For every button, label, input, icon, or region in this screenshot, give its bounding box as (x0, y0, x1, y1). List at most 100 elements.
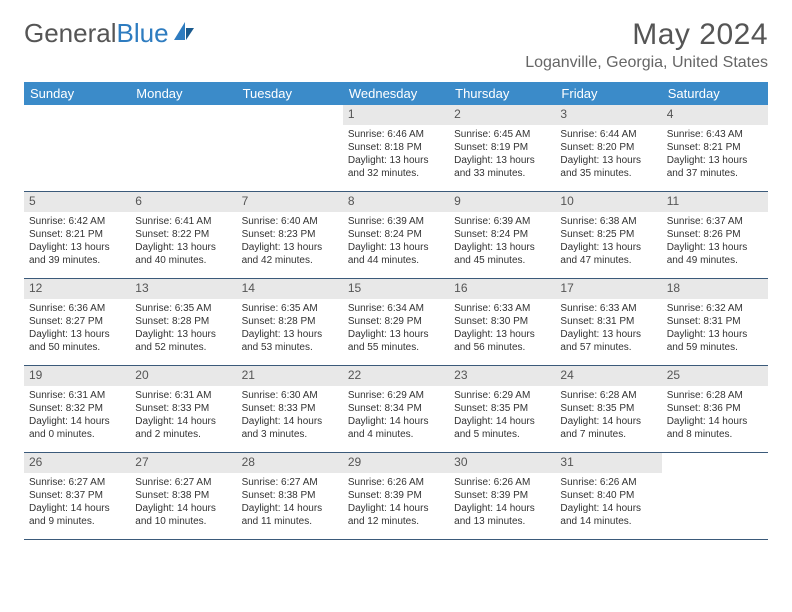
logo-text-blue: Blue (117, 18, 169, 49)
sunrise-text: Sunrise: 6:27 AM (242, 476, 338, 489)
sunrise-text: Sunrise: 6:26 AM (348, 476, 444, 489)
logo: GeneralBlue (24, 18, 198, 49)
sunrise-text: Sunrise: 6:42 AM (29, 215, 125, 228)
day-number: 5 (24, 192, 130, 212)
day-cell: 27Sunrise: 6:27 AMSunset: 8:38 PMDayligh… (130, 453, 236, 539)
day-cell: 21Sunrise: 6:30 AMSunset: 8:33 PMDayligh… (237, 366, 343, 452)
sunrise-text: Sunrise: 6:26 AM (560, 476, 656, 489)
day-cell: 28Sunrise: 6:27 AMSunset: 8:38 PMDayligh… (237, 453, 343, 539)
day-number: 4 (662, 105, 768, 125)
day-cell: 31Sunrise: 6:26 AMSunset: 8:40 PMDayligh… (555, 453, 661, 539)
sunrise-text: Sunrise: 6:28 AM (560, 389, 656, 402)
day-number: 7 (237, 192, 343, 212)
sunrise-text: Sunrise: 6:39 AM (348, 215, 444, 228)
day-cell: 15Sunrise: 6:34 AMSunset: 8:29 PMDayligh… (343, 279, 449, 365)
sunset-text: Sunset: 8:35 PM (454, 402, 550, 415)
day-number: 1 (343, 105, 449, 125)
header: GeneralBlue May 2024 Loganville, Georgia… (24, 18, 768, 72)
sunset-text: Sunset: 8:18 PM (348, 141, 444, 154)
sunrise-text: Sunrise: 6:26 AM (454, 476, 550, 489)
sunset-text: Sunset: 8:25 PM (560, 228, 656, 241)
daylight-text: Daylight: 14 hours and 0 minutes. (29, 415, 125, 441)
day-cell: 1Sunrise: 6:46 AMSunset: 8:18 PMDaylight… (343, 105, 449, 191)
day-cell: 26Sunrise: 6:27 AMSunset: 8:37 PMDayligh… (24, 453, 130, 539)
daylight-text: Daylight: 14 hours and 3 minutes. (242, 415, 338, 441)
week-row: 12Sunrise: 6:36 AMSunset: 8:27 PMDayligh… (24, 279, 768, 366)
day-number: 13 (130, 279, 236, 299)
sunset-text: Sunset: 8:40 PM (560, 489, 656, 502)
calendar: SundayMondayTuesdayWednesdayThursdayFrid… (24, 82, 768, 540)
sunrise-text: Sunrise: 6:32 AM (667, 302, 763, 315)
day-cell: 19 Sunrise: 6:31 AMSunset: 8:32 PMDayligh… (24, 366, 130, 452)
day-number: 22 (343, 366, 449, 386)
day-number: 26 (24, 453, 130, 473)
sunset-text: Sunset: 8:23 PM (242, 228, 338, 241)
daylight-text: Daylight: 13 hours and 59 minutes. (667, 328, 763, 354)
day-cell: . (24, 105, 130, 191)
sunset-text: Sunset: 8:30 PM (454, 315, 550, 328)
daylight-text: Daylight: 14 hours and 5 minutes. (454, 415, 550, 441)
day-cell: 30Sunrise: 6:26 AMSunset: 8:39 PMDayligh… (449, 453, 555, 539)
day-number: 9 (449, 192, 555, 212)
day-number: 27 (130, 453, 236, 473)
daylight-text: Daylight: 13 hours and 47 minutes. (560, 241, 656, 267)
sunset-text: Sunset: 8:36 PM (667, 402, 763, 415)
daylight-text: Daylight: 13 hours and 52 minutes. (135, 328, 231, 354)
sunset-text: Sunset: 8:27 PM (29, 315, 125, 328)
sunset-text: Sunset: 8:34 PM (348, 402, 444, 415)
daylight-text: Daylight: 14 hours and 11 minutes. (242, 502, 338, 528)
sunrise-text: Sunrise: 6:33 AM (560, 302, 656, 315)
day-cell: 22Sunrise: 6:29 AMSunset: 8:34 PMDayligh… (343, 366, 449, 452)
sunset-text: Sunset: 8:20 PM (560, 141, 656, 154)
day-number: 31 (555, 453, 661, 473)
sunset-text: Sunset: 8:28 PM (242, 315, 338, 328)
sunrise-text: Sunrise: 6:35 AM (242, 302, 338, 315)
sunset-text: Sunset: 8:33 PM (135, 402, 231, 415)
sunrise-text: Sunrise: 6:31 AM (29, 389, 125, 402)
sunset-text: Sunset: 8:21 PM (29, 228, 125, 241)
location-text: Loganville, Georgia, United States (525, 54, 768, 72)
day-cell: 9Sunrise: 6:39 AMSunset: 8:24 PMDaylight… (449, 192, 555, 278)
sunset-text: Sunset: 8:39 PM (348, 489, 444, 502)
sunset-text: Sunset: 8:24 PM (454, 228, 550, 241)
day-cell: 2Sunrise: 6:45 AMSunset: 8:19 PMDaylight… (449, 105, 555, 191)
sunset-text: Sunset: 8:35 PM (560, 402, 656, 415)
sunrise-text: Sunrise: 6:45 AM (454, 128, 550, 141)
day-cell: . (130, 105, 236, 191)
day-cell: 11Sunrise: 6:37 AMSunset: 8:26 PMDayligh… (662, 192, 768, 278)
day-number: 21 (237, 366, 343, 386)
day-cell: 29Sunrise: 6:26 AMSunset: 8:39 PMDayligh… (343, 453, 449, 539)
daylight-text: Daylight: 13 hours and 39 minutes. (29, 241, 125, 267)
sunrise-text: Sunrise: 6:37 AM (667, 215, 763, 228)
sunset-text: Sunset: 8:21 PM (667, 141, 763, 154)
day-cell: 14Sunrise: 6:35 AMSunset: 8:28 PMDayligh… (237, 279, 343, 365)
day-number: 24 (555, 366, 661, 386)
day-cell: 20Sunrise: 6:31 AMSunset: 8:33 PMDayligh… (130, 366, 236, 452)
day-cell: 23Sunrise: 6:29 AMSunset: 8:35 PMDayligh… (449, 366, 555, 452)
day-number: 14 (237, 279, 343, 299)
daylight-text: Daylight: 13 hours and 40 minutes. (135, 241, 231, 267)
weeks-container: ...1Sunrise: 6:46 AMSunset: 8:18 PMDayli… (24, 105, 768, 540)
sunrise-text: Sunrise: 6:38 AM (560, 215, 656, 228)
sunset-text: Sunset: 8:31 PM (560, 315, 656, 328)
sunset-text: Sunset: 8:33 PM (242, 402, 338, 415)
daylight-text: Daylight: 14 hours and 4 minutes. (348, 415, 444, 441)
sunrise-text: Sunrise: 6:40 AM (242, 215, 338, 228)
sail-icon (172, 18, 198, 49)
sunset-text: Sunset: 8:32 PM (29, 402, 125, 415)
day-cell: 4Sunrise: 6:43 AMSunset: 8:21 PMDaylight… (662, 105, 768, 191)
day-number: 19 (24, 366, 130, 386)
day-cell: 12Sunrise: 6:36 AMSunset: 8:27 PMDayligh… (24, 279, 130, 365)
daylight-text: Daylight: 14 hours and 2 minutes. (135, 415, 231, 441)
sunrise-text: Sunrise: 6:27 AM (135, 476, 231, 489)
daylight-text: Daylight: 13 hours and 44 minutes. (348, 241, 444, 267)
weekday-header: Thursday (449, 82, 555, 105)
sunset-text: Sunset: 8:37 PM (29, 489, 125, 502)
day-number: 15 (343, 279, 449, 299)
day-cell: 5 Sunrise: 6:42 AMSunset: 8:21 PMDaylight… (24, 192, 130, 278)
sunrise-text: Sunrise: 6:33 AM (454, 302, 550, 315)
sunrise-text: Sunrise: 6:35 AM (135, 302, 231, 315)
title-block: May 2024 Loganville, Georgia, United Sta… (525, 18, 768, 72)
weekday-header: Tuesday (237, 82, 343, 105)
sunset-text: Sunset: 8:29 PM (348, 315, 444, 328)
